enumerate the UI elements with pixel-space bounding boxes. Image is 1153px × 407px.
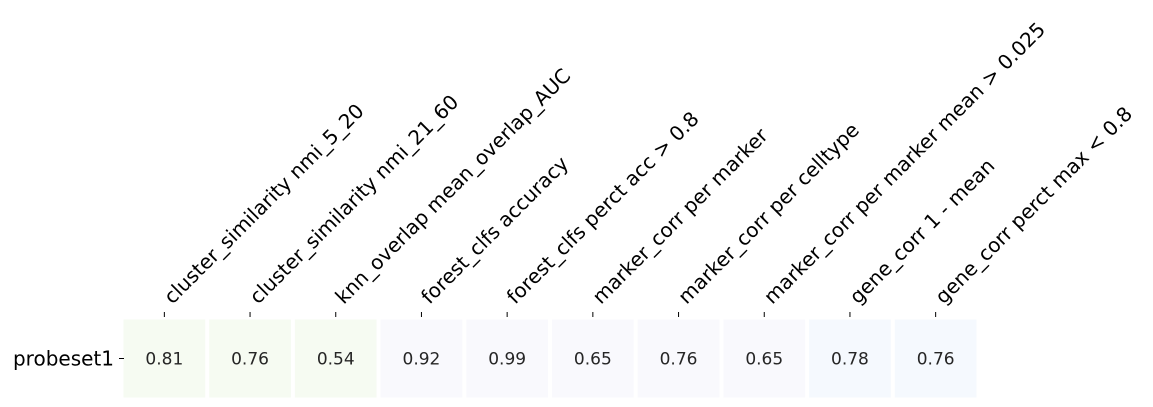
row-labels: probeset1 xyxy=(13,347,124,371)
heatmap-cell xyxy=(723,319,806,398)
cell-value-label: 0.78 xyxy=(831,350,869,370)
heatmap-cell xyxy=(466,319,548,398)
heatmap-cell xyxy=(809,319,891,398)
cell-value-label: 0.76 xyxy=(660,350,698,370)
heatmap-cell xyxy=(123,319,206,398)
cell-value-label: 0.92 xyxy=(403,350,441,370)
cell-value-label: 0.65 xyxy=(574,350,612,370)
heatmap-cell xyxy=(294,319,377,398)
heatmap-cell xyxy=(380,319,463,398)
cell-value-label: 0.65 xyxy=(745,350,783,370)
heatmap-cell xyxy=(894,319,977,398)
heatmap-cell xyxy=(552,319,634,398)
cell-value-label: 0.54 xyxy=(317,350,355,370)
heatmap-cell xyxy=(209,319,291,398)
row-label: probeset1 xyxy=(13,347,114,371)
cell-value-label: 0.76 xyxy=(231,350,269,370)
column-label: marker_corr per celltype xyxy=(673,118,864,309)
column-label: gene_corr 1 - mean xyxy=(845,154,1000,309)
column-labels: cluster_similarity nmi_5_20cluster_simil… xyxy=(159,17,1137,317)
column-label: marker_corr per marker xyxy=(587,123,773,309)
cell-value-label: 0.81 xyxy=(145,350,183,370)
column-label: forest_clfs accuracy xyxy=(416,151,573,308)
heatmap-cells: 0.81 0.76 0.54 0.92 0.99 0.65 0.76 0.65 0.78 0.76 xyxy=(123,319,977,398)
cell-value-label: 0.99 xyxy=(488,350,526,370)
heatmap-cell xyxy=(637,319,720,398)
cell-value-label: 0.76 xyxy=(917,350,955,370)
